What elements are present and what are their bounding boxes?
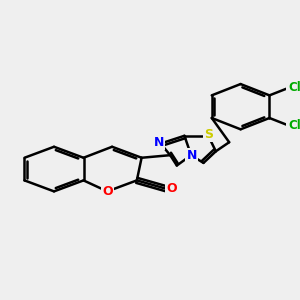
Text: N: N (154, 136, 164, 149)
Text: O: O (166, 182, 176, 195)
Text: Cl: Cl (288, 81, 300, 94)
Text: S: S (204, 128, 213, 141)
Text: Cl: Cl (288, 119, 300, 132)
Text: N: N (186, 149, 197, 162)
Text: O: O (102, 185, 112, 198)
